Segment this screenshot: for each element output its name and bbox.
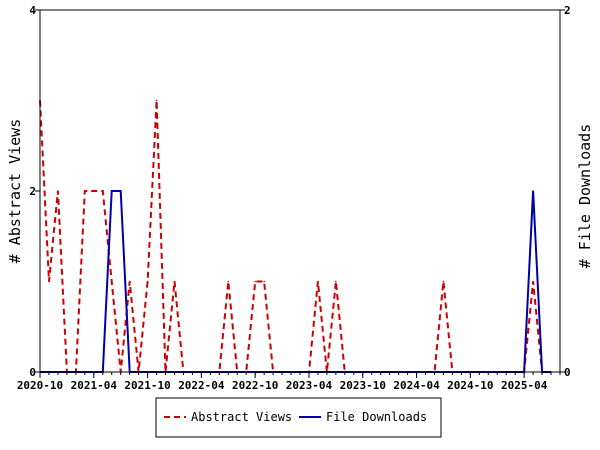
y-right-tick-label: 2	[564, 4, 571, 17]
x-tick-label: 2025-04	[501, 379, 548, 392]
data-point-abstract-views	[263, 280, 265, 283]
data-point-abstract-views	[173, 280, 176, 283]
data-point-abstract-views	[146, 280, 149, 283]
x-tick-label: 2022-04	[178, 379, 225, 392]
y-left-tick-label: 4	[29, 4, 36, 17]
data-point-abstract-views	[335, 280, 337, 283]
data-point-abstract-views	[317, 280, 319, 283]
x-tick-label: 2022-10	[232, 379, 278, 392]
legend-label-file-downloads: File Downloads	[326, 410, 427, 424]
data-point-file-downloads	[532, 190, 534, 192]
data-point-abstract-views	[101, 190, 104, 192]
x-tick-label: 2023-10	[340, 379, 386, 392]
data-point-abstract-views	[227, 280, 230, 283]
x-tick-label: 2023-04	[286, 379, 333, 392]
data-point-file-downloads	[119, 190, 122, 192]
y-right-tick-label: 0	[564, 366, 571, 379]
legend: Abstract Views File Downloads	[155, 397, 442, 438]
data-point-abstract-views	[57, 190, 59, 192]
y-axis-right-label: # File Downloads	[576, 124, 594, 269]
x-tick-label: 2024-10	[447, 379, 493, 392]
x-tick-label: 2024-04	[393, 379, 440, 392]
y-left-tick-label: 2	[29, 185, 36, 198]
data-point-abstract-views	[532, 280, 534, 283]
data-point-abstract-views	[442, 280, 445, 283]
legend-box	[155, 397, 442, 438]
data-point-abstract-views	[84, 190, 86, 192]
legend-label-abstract-views: Abstract Views	[191, 410, 292, 424]
y-left-tick-label: 0	[29, 366, 36, 379]
data-point-abstract-views	[110, 280, 113, 283]
data-point-abstract-views	[48, 280, 50, 283]
data-point-file-downloads	[110, 190, 113, 192]
x-tick-label: 2021-04	[71, 379, 118, 392]
x-tick-label: 2021-10	[124, 379, 170, 392]
x-tick-label: 2020-10	[17, 379, 63, 392]
y-axis-left-label: # Abstract Views	[6, 119, 24, 264]
data-point-abstract-views	[155, 99, 158, 102]
data-point-abstract-views	[92, 190, 95, 192]
data-point-abstract-views	[128, 280, 131, 283]
data-point-abstract-views	[254, 280, 256, 283]
